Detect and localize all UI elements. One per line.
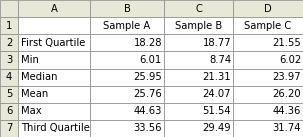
Bar [0,103,18,120]
Bar [90,17,164,34]
Bar [18,17,90,34]
Bar [164,68,233,86]
Bar [90,120,164,137]
Bar [164,120,233,137]
Text: Third Quartile: Third Quartile [21,123,90,133]
Bar [0,68,18,86]
Text: C: C [195,4,202,14]
Bar [0,51,18,68]
Text: 33.56: 33.56 [134,123,162,133]
Bar [0,0,18,17]
Bar [164,86,233,103]
Text: 18.77: 18.77 [202,38,231,48]
Bar [18,120,90,137]
Bar [90,51,164,68]
Bar [90,103,164,120]
Bar [18,51,90,68]
Text: Mean: Mean [21,89,48,99]
Text: 21.55: 21.55 [272,38,301,48]
Text: Sample B: Sample B [175,21,222,31]
Bar [18,34,90,51]
Text: First Quartile: First Quartile [21,38,85,48]
Text: 4: 4 [6,72,12,82]
Text: 25.76: 25.76 [133,89,162,99]
Text: B: B [124,4,130,14]
Bar [0,86,18,103]
Bar [233,120,303,137]
Text: 29.49: 29.49 [202,123,231,133]
Bar [0,17,18,34]
Text: 44.63: 44.63 [134,106,162,116]
Text: 51.54: 51.54 [202,106,231,116]
Bar [164,34,233,51]
Text: 1: 1 [6,21,12,31]
Text: 44.36: 44.36 [273,106,301,116]
Text: 6: 6 [6,106,12,116]
Bar [90,68,164,86]
Text: Max: Max [21,106,42,116]
Text: 3: 3 [6,55,12,65]
Text: 24.07: 24.07 [202,89,231,99]
Bar [233,17,303,34]
Text: 18.28: 18.28 [134,38,162,48]
Text: 8.74: 8.74 [209,55,231,65]
Bar [18,0,90,17]
Text: 6.01: 6.01 [140,55,162,65]
Text: 7: 7 [6,123,12,133]
Bar [233,68,303,86]
Bar [233,0,303,17]
Text: 2: 2 [6,38,12,48]
Bar [90,0,164,17]
Bar [90,86,164,103]
Text: A: A [51,4,58,14]
Bar [0,34,18,51]
Text: 25.95: 25.95 [133,72,162,82]
Bar [18,86,90,103]
Text: Sample A: Sample A [103,21,151,31]
Text: 6.02: 6.02 [279,55,301,65]
Text: 21.31: 21.31 [202,72,231,82]
Bar [164,0,233,17]
Text: 5: 5 [6,89,12,99]
Bar [233,103,303,120]
Text: 31.74: 31.74 [272,123,301,133]
Text: 23.97: 23.97 [272,72,301,82]
Bar [233,34,303,51]
Bar [90,34,164,51]
Bar [233,86,303,103]
Text: Sample C: Sample C [245,21,291,31]
Text: 26.20: 26.20 [272,89,301,99]
Text: Min: Min [21,55,39,65]
Bar [233,51,303,68]
Text: D: D [264,4,272,14]
Bar [164,17,233,34]
Bar [0,120,18,137]
Text: Median: Median [21,72,58,82]
Bar [164,103,233,120]
Bar [18,103,90,120]
Bar [18,68,90,86]
Bar [164,51,233,68]
